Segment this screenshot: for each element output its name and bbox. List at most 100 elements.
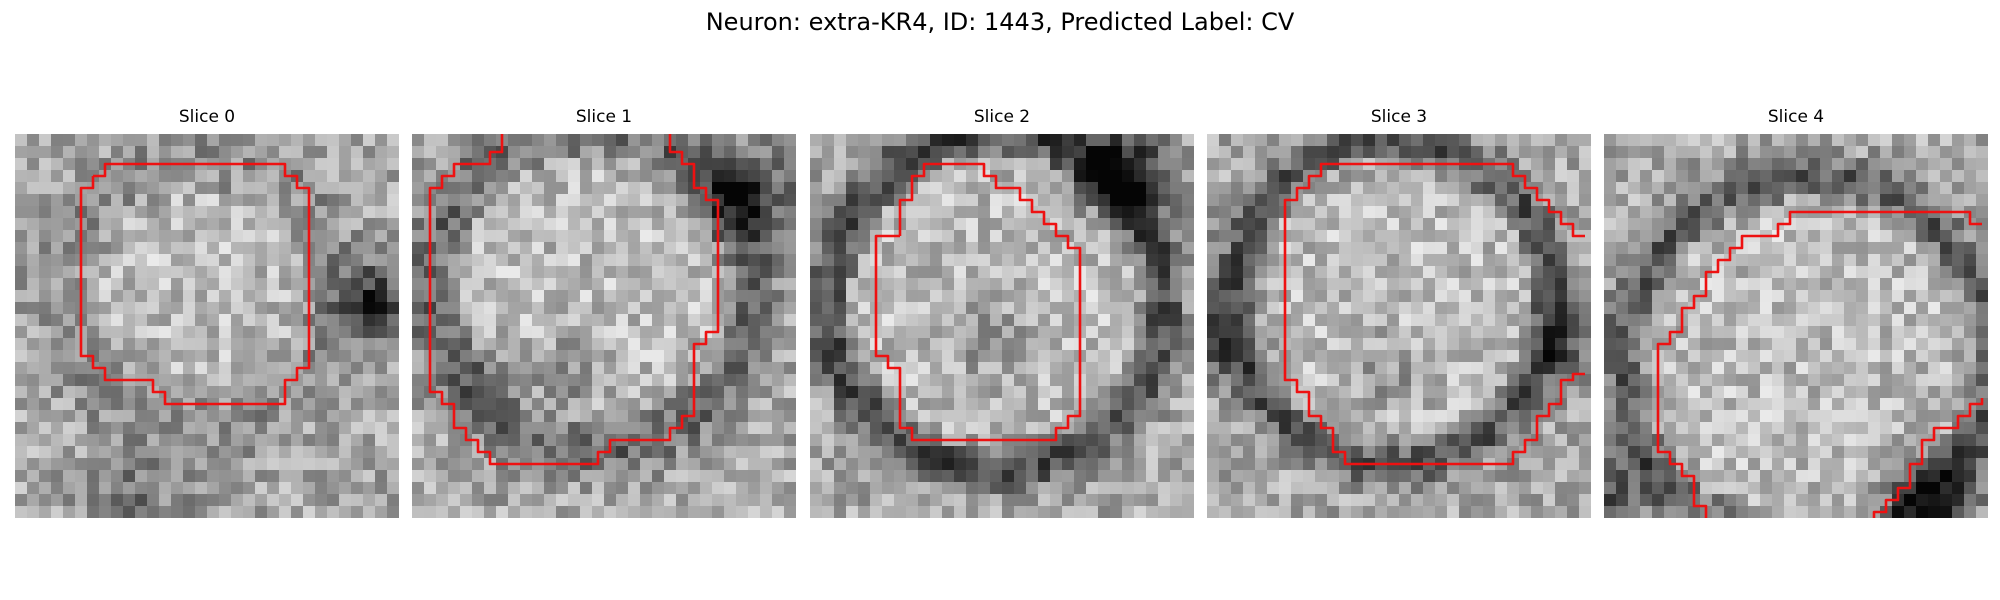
pixel-cell	[255, 266, 268, 279]
pixel-cell	[1880, 170, 1893, 183]
pixel-cell	[387, 458, 399, 471]
pixel-cell	[87, 194, 100, 207]
pixel-cell	[472, 290, 485, 303]
pixel-cell	[1543, 422, 1556, 435]
pixel-cell	[1423, 470, 1436, 483]
pixel-cell	[1182, 242, 1194, 255]
pixel-cell	[1086, 290, 1099, 303]
pixel-cell	[1712, 434, 1725, 447]
pixel-cell	[1748, 338, 1761, 351]
pixel-cell	[339, 302, 352, 315]
pixel-cell	[351, 314, 364, 327]
pixel-cell	[1098, 434, 1111, 447]
pixel-cell	[688, 134, 701, 147]
pixel-cell	[255, 374, 268, 387]
pixel-cell	[135, 482, 148, 495]
pixel-cell	[1002, 506, 1015, 518]
pixel-cell	[1375, 266, 1388, 279]
pixel-cell	[460, 398, 473, 411]
pixel-cell	[1820, 374, 1833, 387]
pixel-cell	[736, 362, 749, 375]
pixel-cell	[676, 338, 689, 351]
pixel-cell	[628, 446, 641, 459]
pixel-cell	[1868, 386, 1881, 399]
pixel-cell	[700, 134, 713, 147]
pixel-cell	[1219, 458, 1232, 471]
pixel-cell	[870, 410, 883, 423]
pixel-cell	[508, 482, 521, 495]
pixel-cell	[760, 254, 773, 267]
pixel-cell	[412, 410, 425, 423]
pixel-cell	[712, 374, 725, 387]
pixel-cell	[1327, 350, 1340, 363]
pixel-cell	[1315, 182, 1328, 195]
pixel-cell	[1098, 134, 1111, 147]
pixel-cell	[1182, 470, 1194, 483]
pixel-cell	[51, 278, 64, 291]
pixel-cell	[784, 290, 796, 303]
pixel-cell	[387, 314, 399, 327]
pixel-cell	[207, 194, 220, 207]
pixel-cell	[736, 242, 749, 255]
pixel-cell	[123, 410, 136, 423]
pixel-cell	[1820, 278, 1833, 291]
pixel-cell	[1555, 194, 1568, 207]
pixel-cell	[87, 446, 100, 459]
pixel-cell	[472, 218, 485, 231]
pixel-cell	[532, 146, 545, 159]
pixel-cell	[1880, 338, 1893, 351]
pixel-cell	[1868, 350, 1881, 363]
pixel-cell	[966, 170, 979, 183]
pixel-cell	[846, 170, 859, 183]
pixel-cell	[1231, 422, 1244, 435]
pixel-cell	[978, 242, 991, 255]
pixel-cell	[1207, 158, 1220, 171]
pixel-cell	[1640, 134, 1653, 147]
pixel-cell	[1567, 470, 1580, 483]
pixel-cell	[580, 266, 593, 279]
pixel-cell	[1146, 398, 1159, 411]
pixel-cell	[520, 230, 533, 243]
pixel-cell	[412, 206, 425, 219]
pixel-cell	[1255, 230, 1268, 243]
pixel-cell	[556, 254, 569, 267]
pixel-cell	[1447, 350, 1460, 363]
pixel-cell	[1002, 410, 1015, 423]
pixel-cell	[1110, 506, 1123, 518]
pixel-cell	[1267, 422, 1280, 435]
pixel-cell	[1002, 230, 1015, 243]
pixel-cell	[171, 326, 184, 339]
pixel-cell	[870, 434, 883, 447]
pixel-cell	[930, 218, 943, 231]
pixel-cell	[1808, 386, 1821, 399]
pixel-cell	[1062, 434, 1075, 447]
pixel-cell	[351, 386, 364, 399]
pixel-cell	[1303, 494, 1316, 507]
pixel-cell	[243, 206, 256, 219]
pixel-cell	[1640, 374, 1653, 387]
pixel-cell	[640, 374, 653, 387]
pixel-cell	[1688, 458, 1701, 471]
pixel-cell	[1062, 314, 1075, 327]
pixel-cell	[1086, 134, 1099, 147]
pixel-cell	[1832, 242, 1845, 255]
pixel-cell	[1134, 290, 1147, 303]
pixel-cell	[460, 374, 473, 387]
pixel-cell	[736, 338, 749, 351]
pixel-cell	[1952, 302, 1965, 315]
pixel-cell	[1628, 254, 1641, 267]
pixel-cell	[1062, 158, 1075, 171]
pixel-cell	[532, 326, 545, 339]
pixel-cell	[1170, 362, 1183, 375]
pixel-cell	[1170, 338, 1183, 351]
pixel-cell	[1760, 218, 1773, 231]
pixel-cell	[219, 170, 232, 183]
pixel-cell	[1339, 434, 1352, 447]
pixel-cell	[1832, 350, 1845, 363]
pixel-cell	[1219, 446, 1232, 459]
pixel-cell	[1856, 362, 1869, 375]
pixel-cell	[1928, 146, 1941, 159]
pixel-cell	[520, 374, 533, 387]
pixel-cell	[412, 170, 425, 183]
pixel-cell	[1940, 242, 1953, 255]
